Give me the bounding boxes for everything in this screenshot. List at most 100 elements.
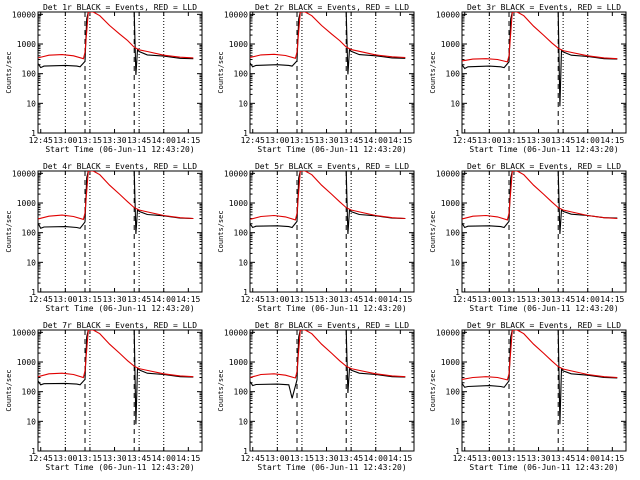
- y-tick-label: 1: [31, 129, 36, 138]
- y-tick-label: 1000: [229, 40, 248, 49]
- lld-series-line: [462, 12, 618, 63]
- x-tick-label: 13:30: [314, 454, 338, 463]
- x-tick-label: 13:15: [502, 136, 526, 145]
- events-series-line: [250, 12, 406, 75]
- x-tick-label: 13:30: [314, 136, 338, 145]
- x-tick-label: 14:15: [600, 454, 624, 463]
- series-group: [38, 12, 194, 76]
- x-tick-label: 14:00: [364, 454, 388, 463]
- y-tick-label: 10: [26, 258, 36, 267]
- series-group: [462, 171, 618, 235]
- x-tick-label: 13:45: [551, 454, 575, 463]
- x-tick-label: 14:00: [364, 295, 388, 304]
- y-tick-label: 1: [243, 447, 248, 456]
- y-tick-label: 10: [238, 99, 248, 108]
- x-tick-label: 13:00: [477, 295, 501, 304]
- x-tick-label: 13:00: [53, 136, 77, 145]
- x-axis-label: Start Time (06-Jun-11 12:43:20): [257, 145, 406, 154]
- x-tick-label: 14:00: [152, 295, 176, 304]
- y-tick-label: 1: [455, 447, 460, 456]
- plot-frame: [249, 11, 415, 134]
- x-tick-label: 13:30: [314, 295, 338, 304]
- y-axis-label: Counts/sec: [5, 210, 13, 252]
- series-group: [38, 171, 194, 235]
- x-tick-label: 13:00: [477, 136, 501, 145]
- chart-title: Det 6r BLACK = Events, RED = LLD: [467, 162, 621, 171]
- x-tick-label: 14:15: [388, 136, 412, 145]
- x-tick-label: 13:15: [78, 295, 102, 304]
- lld-series-line: [38, 330, 194, 379]
- chart-title: Det 5r BLACK = Events, RED = LLD: [255, 162, 409, 171]
- y-tick-label: 1000: [441, 358, 460, 367]
- chart-panel: 12:45 13:00 13:15 13:30 13:45 14:00 14:15 1 10 10…: [429, 3, 627, 154]
- events-series-line: [250, 330, 406, 399]
- x-axis-label: Start Time (06-Jun-11 12:43:20): [45, 304, 194, 313]
- x-tick-label: 14:00: [576, 136, 600, 145]
- y-tick-label: 10000: [224, 328, 248, 337]
- y-tick-label: 100: [22, 388, 37, 397]
- x-tick-label: 13:30: [102, 454, 126, 463]
- y-tick-label: 1000: [229, 358, 248, 367]
- x-axis-label: Start Time (06-Jun-11 12:43:20): [469, 304, 618, 313]
- x-tick-label: 12:45: [453, 454, 477, 463]
- y-axis-label: Counts/sec: [217, 369, 225, 411]
- x-tick-label: 13:15: [502, 454, 526, 463]
- y-tick-label: 100: [22, 229, 37, 238]
- y-tick-label: 100: [446, 70, 461, 79]
- x-tick-label: 13:00: [265, 136, 289, 145]
- chart-title: Det 4r BLACK = Events, RED = LLD: [43, 162, 197, 171]
- y-tick-label: 10: [450, 258, 460, 267]
- chart-panel: 12:45 13:00 13:15 13:30 13:45 14:00 14:15 1 10 10…: [429, 321, 627, 472]
- y-tick-label: 10000: [224, 10, 248, 19]
- y-tick-label: 10000: [12, 10, 36, 19]
- x-tick-label: 12:45: [241, 295, 265, 304]
- x-tick-label: 13:15: [502, 295, 526, 304]
- y-tick-label: 1000: [17, 199, 36, 208]
- x-tick-label: 12:45: [29, 454, 53, 463]
- y-tick-label: 100: [22, 70, 37, 79]
- chart-panel: 12:45 13:00 13:15 13:30 13:45 14:00 14:15 1 10 10…: [5, 321, 203, 472]
- x-tick-label: 13:15: [290, 454, 314, 463]
- y-tick-label: 100: [234, 229, 249, 238]
- series-group: [38, 330, 194, 425]
- plot-frame: [37, 329, 203, 452]
- y-axis-label: Counts/sec: [5, 369, 13, 411]
- x-tick-label: 14:00: [576, 454, 600, 463]
- plot-frame: [249, 329, 415, 452]
- chart-title: Det 7r BLACK = Events, RED = LLD: [43, 321, 197, 330]
- chart-panel: 12:45 13:00 13:15 13:30 13:45 14:00 14:15 1 10 10…: [5, 162, 203, 313]
- y-tick-label: 1000: [229, 199, 248, 208]
- plot-frame: [461, 11, 627, 134]
- y-tick-label: 10000: [12, 328, 36, 337]
- x-tick-label: 13:00: [53, 295, 77, 304]
- y-tick-label: 10000: [436, 169, 460, 178]
- x-tick-label: 13:15: [78, 454, 102, 463]
- x-axis-label: Start Time (06-Jun-11 12:43:20): [45, 463, 194, 472]
- lld-series-line: [250, 330, 406, 379]
- x-tick-label: 12:45: [241, 136, 265, 145]
- x-tick-label: 14:15: [600, 295, 624, 304]
- chart-title: Det 2r BLACK = Events, RED = LLD: [255, 3, 409, 12]
- y-tick-label: 10000: [436, 328, 460, 337]
- x-axis-label: Start Time (06-Jun-11 12:43:20): [257, 304, 406, 313]
- chart-title: Det 1r BLACK = Events, RED = LLD: [43, 3, 197, 12]
- events-series-line: [38, 171, 194, 235]
- x-tick-label: 13:00: [53, 454, 77, 463]
- x-tick-label: 13:45: [339, 295, 363, 304]
- y-tick-label: 10: [238, 258, 248, 267]
- x-tick-label: 14:15: [388, 454, 412, 463]
- series-group: [250, 171, 406, 235]
- x-tick-label: 13:30: [102, 136, 126, 145]
- events-series-line: [250, 171, 406, 235]
- y-tick-label: 100: [446, 229, 461, 238]
- y-axis-label: Counts/sec: [5, 51, 13, 93]
- x-tick-label: 14:00: [576, 295, 600, 304]
- y-tick-label: 100: [446, 388, 461, 397]
- x-tick-label: 13:15: [290, 136, 314, 145]
- y-axis-label: Counts/sec: [429, 51, 437, 93]
- y-tick-label: 1: [31, 447, 36, 456]
- x-tick-label: 12:45: [453, 136, 477, 145]
- y-tick-label: 1: [31, 288, 36, 297]
- x-axis-label: Start Time (06-Jun-11 12:43:20): [45, 145, 194, 154]
